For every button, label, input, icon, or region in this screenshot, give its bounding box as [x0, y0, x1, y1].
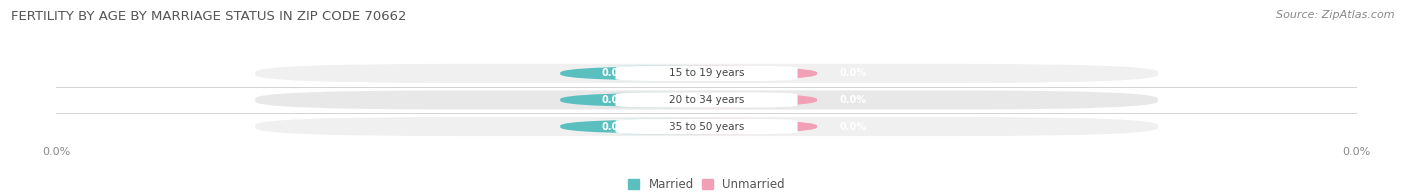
Text: FERTILITY BY AGE BY MARRIAGE STATUS IN ZIP CODE 70662: FERTILITY BY AGE BY MARRIAGE STATUS IN Z…	[11, 10, 406, 23]
Text: Source: ZipAtlas.com: Source: ZipAtlas.com	[1277, 10, 1395, 20]
FancyBboxPatch shape	[256, 64, 1157, 83]
Text: 0.0%: 0.0%	[602, 122, 628, 132]
FancyBboxPatch shape	[616, 66, 817, 81]
FancyBboxPatch shape	[616, 92, 817, 108]
Text: 0.0%: 0.0%	[839, 68, 866, 78]
FancyBboxPatch shape	[560, 66, 762, 81]
Legend: Married, Unmarried: Married, Unmarried	[628, 178, 785, 191]
FancyBboxPatch shape	[560, 92, 762, 108]
Text: 20 to 34 years: 20 to 34 years	[669, 95, 744, 105]
FancyBboxPatch shape	[560, 119, 762, 134]
Text: 0.0%: 0.0%	[602, 95, 628, 105]
Text: 0.0%: 0.0%	[839, 122, 866, 132]
FancyBboxPatch shape	[616, 92, 797, 108]
Text: 0.0%: 0.0%	[602, 68, 628, 78]
Text: 0.0%: 0.0%	[839, 95, 866, 105]
FancyBboxPatch shape	[256, 117, 1157, 136]
FancyBboxPatch shape	[616, 119, 797, 134]
FancyBboxPatch shape	[256, 90, 1157, 110]
Text: 35 to 50 years: 35 to 50 years	[669, 122, 744, 132]
FancyBboxPatch shape	[616, 66, 797, 81]
FancyBboxPatch shape	[616, 119, 817, 134]
Text: 15 to 19 years: 15 to 19 years	[669, 68, 744, 78]
